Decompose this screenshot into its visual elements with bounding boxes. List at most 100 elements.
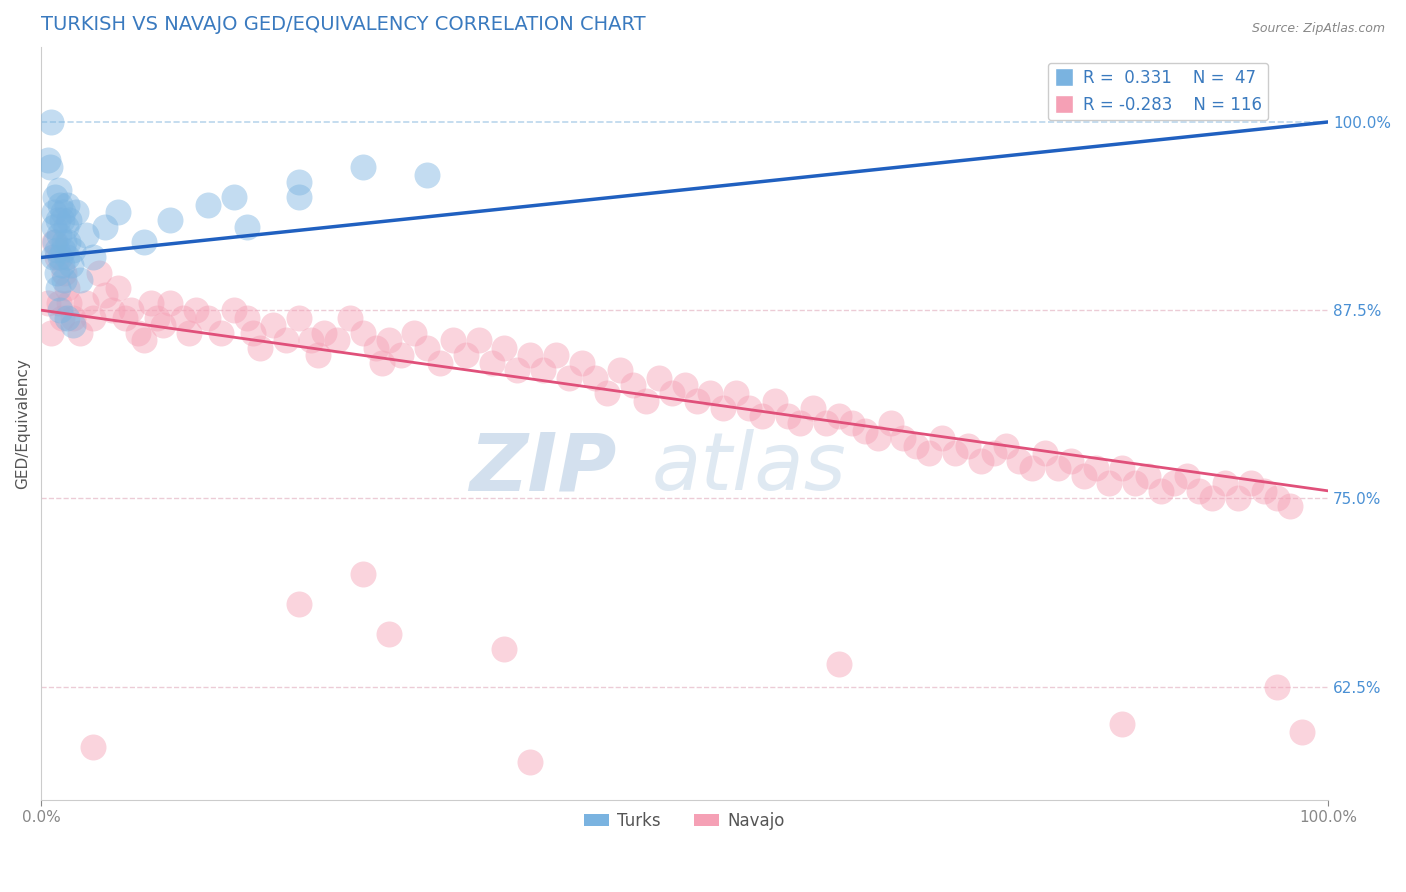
Point <box>42 205 65 219</box>
Point <box>159 295 181 310</box>
Point <box>596 386 619 401</box>
Point <box>132 333 155 347</box>
Point <box>558 371 581 385</box>
Point <box>364 341 387 355</box>
Point <box>242 326 264 340</box>
Point <box>45 243 67 257</box>
Point <box>82 739 104 754</box>
Point <box>416 168 439 182</box>
Point <box>1240 476 1263 491</box>
Point <box>1227 491 1250 506</box>
Point <box>866 431 889 445</box>
Point <box>53 266 76 280</box>
Point <box>62 318 84 333</box>
Point <box>1021 461 1043 475</box>
Y-axis label: GED/Equivalency: GED/Equivalency <box>15 358 30 489</box>
Point <box>49 303 72 318</box>
Point <box>1073 468 1095 483</box>
Point <box>326 333 349 347</box>
Point <box>905 439 928 453</box>
Point <box>46 280 69 294</box>
Point <box>371 356 394 370</box>
Point <box>1111 461 1133 475</box>
Point <box>339 310 361 325</box>
Point <box>41 326 63 340</box>
Point <box>45 251 67 265</box>
Point <box>184 303 207 318</box>
Point <box>146 310 169 325</box>
Point <box>1098 476 1121 491</box>
Point <box>287 597 309 611</box>
Point <box>39 160 62 174</box>
Point <box>893 431 915 445</box>
Point <box>82 310 104 325</box>
Point <box>1291 724 1313 739</box>
Point <box>391 348 413 362</box>
Point <box>52 243 75 257</box>
Point <box>995 439 1018 453</box>
Point <box>583 371 606 385</box>
Point <box>352 566 374 581</box>
Point <box>531 363 554 377</box>
Point <box>1163 476 1185 491</box>
Point <box>801 401 824 415</box>
Point <box>404 326 426 340</box>
Point <box>673 378 696 392</box>
Point <box>287 190 309 204</box>
Point <box>1175 468 1198 483</box>
Point <box>287 175 309 189</box>
Point <box>59 258 82 272</box>
Point <box>943 446 966 460</box>
Point <box>107 280 129 294</box>
Point <box>56 235 79 250</box>
Point <box>42 235 65 250</box>
Point <box>62 243 84 257</box>
Point <box>274 333 297 347</box>
Point <box>179 326 201 340</box>
Point <box>969 454 991 468</box>
Point <box>42 220 65 235</box>
Point <box>51 310 73 325</box>
Text: Source: ZipAtlas.com: Source: ZipAtlas.com <box>1251 22 1385 36</box>
Text: ZIP: ZIP <box>470 429 617 508</box>
Point <box>51 258 73 272</box>
Point <box>661 386 683 401</box>
Point <box>956 439 979 453</box>
Point <box>494 341 516 355</box>
Point <box>56 280 79 294</box>
Point <box>56 251 79 265</box>
Point <box>467 333 489 347</box>
Point <box>314 326 336 340</box>
Point <box>62 310 84 325</box>
Point <box>94 288 117 302</box>
Point <box>686 393 709 408</box>
Point <box>506 363 529 377</box>
Point <box>841 416 863 430</box>
Point <box>828 657 851 671</box>
Point <box>377 627 399 641</box>
Point <box>1060 454 1083 468</box>
Point <box>101 303 124 318</box>
Point <box>209 326 232 340</box>
Point <box>114 310 136 325</box>
Point <box>224 190 246 204</box>
Point <box>1265 491 1288 506</box>
Point <box>299 333 322 347</box>
Point <box>1150 483 1173 498</box>
Point <box>931 431 953 445</box>
Point <box>172 310 194 325</box>
Point <box>46 212 69 227</box>
Point <box>416 341 439 355</box>
Point <box>58 295 80 310</box>
Point <box>52 205 75 219</box>
Point <box>48 295 70 310</box>
Point <box>287 310 309 325</box>
Point <box>1033 446 1056 460</box>
Point <box>918 446 941 460</box>
Point <box>377 333 399 347</box>
Point <box>454 348 477 362</box>
Point <box>37 295 59 310</box>
Point <box>751 409 773 423</box>
Point <box>711 401 734 415</box>
Point <box>120 303 142 318</box>
